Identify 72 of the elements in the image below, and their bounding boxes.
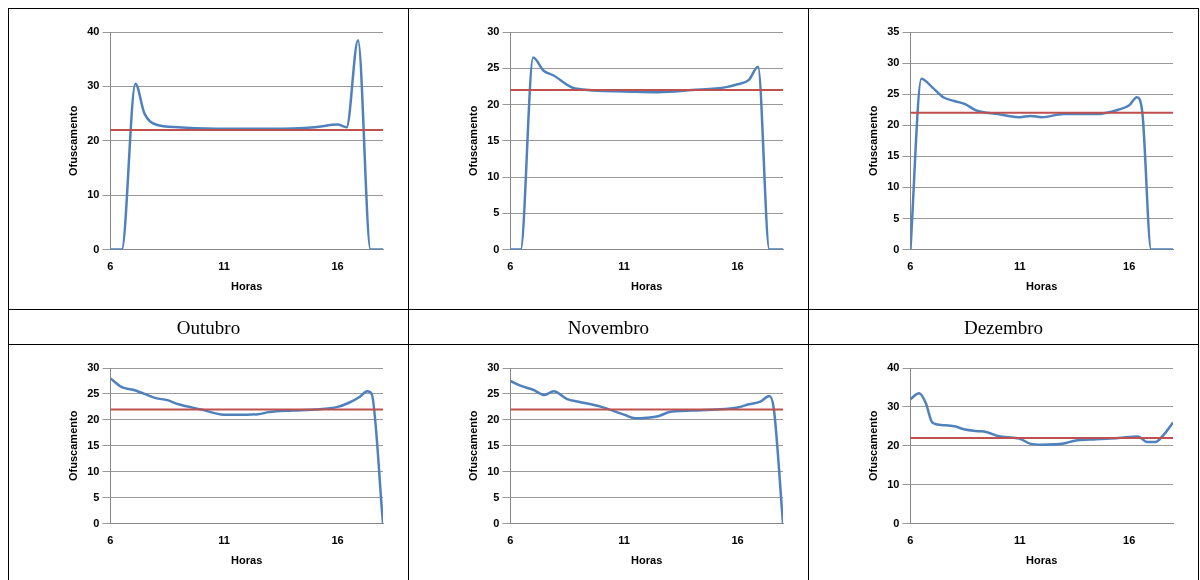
y-tick-label: 0 — [893, 516, 900, 529]
x-axis-title: Horas — [1026, 280, 1058, 293]
y-tick-label: 0 — [493, 516, 500, 529]
y-tick-label: 20 — [887, 118, 900, 131]
x-axis-title: Horas — [631, 280, 663, 293]
x-tick-label: 16 — [1123, 534, 1136, 547]
y-tick-label: 0 — [93, 516, 100, 529]
x-tick-label: 6 — [507, 534, 514, 547]
x-axis-title: Horas — [231, 280, 263, 293]
y-tick-label: 15 — [87, 438, 100, 451]
x-tick-label: 6 — [907, 534, 914, 547]
y-axis-title: Ofuscamento — [466, 105, 479, 176]
x-tick-label: 11 — [618, 534, 630, 547]
y-tick-label: 0 — [93, 242, 100, 255]
x-tick-label: 11 — [218, 534, 230, 547]
x-tick-label: 11 — [218, 260, 230, 273]
y-tick-label: 10 — [487, 170, 500, 183]
x-axis-title: Horas — [631, 554, 663, 567]
y-tick-label: 35 — [887, 25, 900, 38]
y-axis-title: Ofuscamento — [66, 410, 79, 481]
y-tick-label: 10 — [87, 188, 100, 201]
y-tick-label: 25 — [87, 386, 100, 399]
y-axis-title: Ofuscamento — [866, 105, 879, 176]
y-axis-title: Ofuscamento — [66, 105, 79, 176]
y-tick-label: 20 — [887, 438, 900, 451]
y-tick-label: 40 — [87, 25, 100, 38]
y-tick-label: 40 — [887, 361, 900, 374]
y-tick-label: 5 — [493, 490, 500, 503]
y-tick-label: 20 — [87, 412, 100, 425]
y-tick-label: 15 — [887, 149, 900, 162]
y-tick-label: 30 — [887, 56, 900, 69]
y-tick-label: 25 — [487, 61, 500, 74]
x-axis-title: Horas — [1026, 554, 1058, 567]
x-tick-label: 11 — [618, 260, 630, 273]
y-tick-label: 25 — [887, 87, 900, 100]
x-tick-label: 16 — [1123, 260, 1136, 273]
x-tick-label: 16 — [731, 534, 744, 547]
y-tick-label: 20 — [87, 133, 100, 146]
y-tick-label: 0 — [893, 242, 900, 255]
x-tick-label: 16 — [731, 260, 744, 273]
y-tick-label: 5 — [893, 211, 900, 224]
text: Novembro — [409, 309, 808, 345]
text: Outubro — [9, 309, 408, 345]
y-axis-title: Ofuscamento — [866, 410, 879, 481]
y-tick-label: 10 — [487, 464, 500, 477]
y-tick-label: 15 — [487, 133, 500, 146]
y-tick-label: 20 — [487, 412, 500, 425]
y-tick-label: 10 — [87, 464, 100, 477]
y-tick-label: 30 — [887, 399, 900, 412]
y-tick-label: 10 — [887, 180, 900, 193]
x-tick-label: 16 — [331, 260, 344, 273]
y-tick-label: 30 — [87, 361, 100, 374]
y-tick-label: 10 — [887, 477, 900, 490]
y-tick-label: 30 — [487, 25, 500, 38]
y-tick-label: 30 — [487, 361, 500, 374]
y-tick-label: 0 — [493, 242, 500, 255]
x-axis-title: Horas — [231, 554, 263, 567]
x-tick-label: 11 — [1014, 534, 1026, 547]
y-tick-label: 5 — [93, 490, 100, 503]
text: Dezembro — [809, 309, 1198, 345]
y-tick-label: 25 — [487, 386, 500, 399]
y-tick-label: 5 — [493, 206, 500, 219]
x-tick-label: 16 — [331, 534, 344, 547]
x-tick-label: 6 — [107, 260, 114, 273]
x-tick-label: 6 — [107, 534, 114, 547]
y-tick-label: 30 — [87, 79, 100, 92]
x-tick-label: 11 — [1014, 260, 1026, 273]
y-tick-label: 20 — [487, 97, 500, 110]
x-tick-label: 6 — [507, 260, 514, 273]
x-tick-label: 6 — [907, 260, 914, 273]
y-tick-label: 15 — [487, 438, 500, 451]
y-axis-title: Ofuscamento — [466, 410, 479, 481]
